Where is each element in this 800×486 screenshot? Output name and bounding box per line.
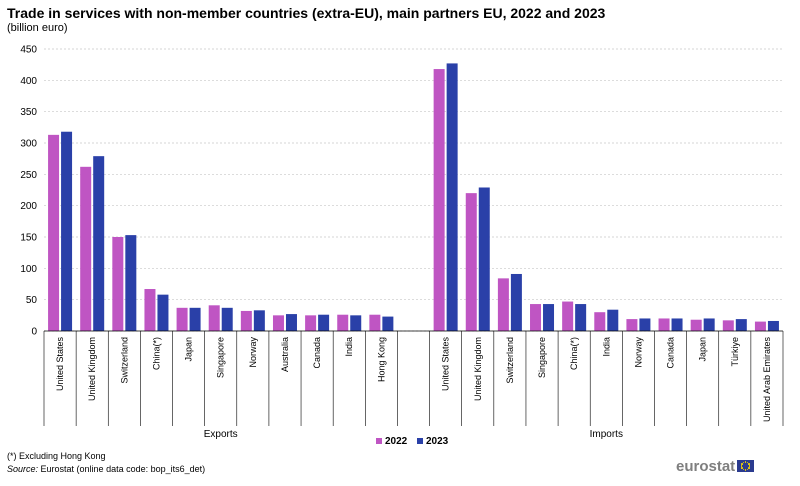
bar-imports-2023: [735, 319, 747, 331]
x-tick-label: United Kingdom: [87, 337, 97, 401]
eu-flag-icon: [737, 460, 754, 472]
source-note: Source: Eurostat (online data code: bop_…: [7, 464, 205, 474]
x-tick-label: India: [344, 337, 354, 357]
bar-exports-2022: [337, 314, 349, 331]
bar-imports-2022: [433, 69, 445, 331]
x-tick-label: Norway: [633, 337, 643, 368]
x-tick-label: Switzerland: [119, 337, 129, 384]
bar-imports-2023: [510, 273, 522, 331]
x-tick-label: Canada: [312, 337, 322, 369]
y-tick-label: 0: [31, 327, 37, 338]
x-tick-label: Singapore: [537, 337, 547, 378]
y-tick-label: 100: [20, 264, 37, 275]
bar-imports-2023: [446, 63, 458, 332]
bar-exports-2022: [144, 289, 156, 331]
bar-imports-2022: [562, 301, 574, 331]
y-tick-label: 300: [20, 139, 37, 150]
legend-label-2022: 2022: [385, 436, 408, 447]
y-tick-label: 400: [20, 76, 37, 87]
x-tick-label: Japan: [184, 337, 194, 362]
legend-swatch-2023: [417, 438, 423, 444]
x-tick-label: Switzerland: [505, 337, 515, 384]
bar-exports-2022: [369, 314, 381, 331]
bar-exports-2022: [80, 166, 92, 331]
bar-imports-2023: [575, 304, 587, 331]
bar-exports-2023: [61, 131, 73, 331]
footnote: (*) Excluding Hong Kong: [7, 451, 106, 461]
legend-swatch-2022: [376, 438, 382, 444]
bar-imports-2022: [465, 193, 477, 331]
group-label: Exports: [204, 429, 238, 440]
source-text: Eurostat (online data code: bop_its6_det…: [38, 464, 206, 474]
y-tick-label: 200: [20, 201, 37, 212]
group-label: Imports: [590, 429, 623, 440]
bar-exports-2022: [112, 237, 124, 331]
x-tick-label: China(*): [569, 337, 579, 370]
x-tick-label: United Kingdom: [473, 337, 483, 401]
bar-imports-2023: [639, 318, 651, 331]
bar-exports-2023: [318, 314, 330, 331]
bar-imports-2023: [767, 320, 779, 331]
legend-label-2023: 2023: [426, 436, 449, 447]
bar-exports-2022: [48, 134, 60, 331]
source-label: Source:: [7, 464, 39, 474]
bar-exports-2022: [305, 315, 317, 331]
x-tick-label: Japan: [698, 337, 708, 362]
y-tick-label: 350: [20, 107, 37, 118]
bar-imports-2022: [594, 312, 606, 331]
x-tick-label: Türkiye: [730, 337, 740, 367]
bar-imports-2022: [658, 318, 670, 331]
bar-exports-2023: [221, 307, 233, 331]
bar-imports-2022: [754, 321, 766, 331]
bar-exports-2023: [285, 314, 297, 331]
bar-imports-2022: [722, 320, 734, 331]
bar-imports-2022: [690, 319, 702, 331]
x-tick-label: Australia: [280, 337, 290, 372]
bar-imports-2023: [543, 304, 555, 331]
x-tick-label: Norway: [248, 337, 258, 368]
bar-exports-2023: [350, 315, 362, 331]
bar-exports-2022: [272, 315, 284, 331]
bar-exports-2022: [208, 305, 220, 331]
x-tick-label: India: [601, 337, 611, 357]
eurostat-logo: eurostat: [676, 458, 736, 475]
y-tick-label: 250: [20, 170, 37, 181]
y-tick-label: 150: [20, 233, 37, 244]
bar-imports-2022: [497, 278, 509, 331]
x-tick-label: United States: [441, 337, 451, 392]
bar-exports-2023: [189, 307, 201, 331]
chart-subtitle: (billion euro): [7, 22, 68, 34]
bar-exports-2022: [240, 310, 252, 331]
bar-imports-2022: [530, 304, 542, 331]
bar-exports-2022: [176, 307, 188, 331]
y-tick-label: 450: [20, 45, 37, 56]
x-tick-label: Canada: [666, 337, 676, 369]
y-tick-label: 50: [26, 295, 38, 306]
x-tick-label: Singapore: [216, 337, 226, 378]
x-tick-label: Hong Kong: [376, 337, 386, 382]
bar-exports-2023: [382, 316, 394, 331]
bar-exports-2023: [93, 156, 105, 331]
bar-imports-2023: [671, 318, 683, 331]
bar-exports-2023: [125, 235, 137, 331]
bar-chart: 0 50 100 150 200 250 300 350 400 450 United States…: [20, 45, 784, 447]
bar-exports-2023: [157, 294, 169, 331]
chart-title: Trade in services with non-member countr…: [7, 5, 606, 21]
x-tick-label: United Arab Emirates: [762, 337, 772, 423]
bar-imports-2022: [626, 319, 638, 331]
bar-imports-2023: [703, 318, 715, 331]
bar-exports-2023: [253, 310, 265, 331]
x-tick-label: United States: [55, 337, 65, 392]
bar-imports-2023: [478, 187, 490, 331]
bar-imports-2023: [607, 309, 619, 331]
x-tick-label: China(*): [151, 337, 161, 370]
